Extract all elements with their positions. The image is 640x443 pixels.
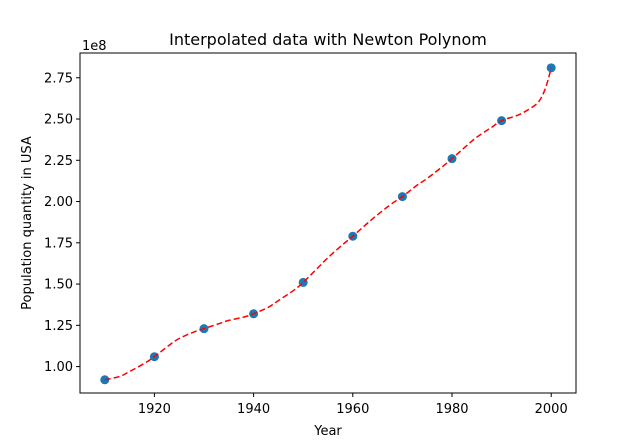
y-tick-label: 2.00 (44, 195, 73, 210)
y-tick-label: 1.75 (44, 236, 73, 251)
y-tick-label: 1.00 (44, 360, 73, 375)
y-tick-label: 1.25 (44, 319, 73, 334)
x-axis-ticks: 1920 1940 1960 1980 2000 (138, 393, 568, 417)
x-tick-label: 1920 (138, 402, 171, 417)
y-tick-label: 2.50 (44, 113, 73, 128)
axes-frame (79, 52, 577, 394)
interpolation-curve (104, 67, 552, 381)
x-tick-label: 2000 (535, 402, 568, 417)
chart-title: Interpolated data with Newton Polynom (169, 30, 487, 49)
y-axis-ticks: 1.00 1.25 1.50 1.75 2.00 2.25 2.50 2.75 (44, 71, 80, 375)
x-axis-label: Year (313, 424, 342, 439)
data-point (546, 63, 556, 73)
x-tick-label: 1960 (336, 402, 369, 417)
y-tick-label: 2.25 (44, 154, 73, 169)
plot-area (100, 63, 556, 385)
y-tick-label: 2.75 (44, 71, 73, 86)
y-offset-label: 1e8 (82, 39, 107, 54)
x-tick-label: 1940 (237, 402, 270, 417)
y-tick-label: 1.50 (44, 278, 73, 293)
y-axis-label: Population quantity in USA (20, 136, 35, 310)
x-tick-label: 1980 (435, 402, 468, 417)
